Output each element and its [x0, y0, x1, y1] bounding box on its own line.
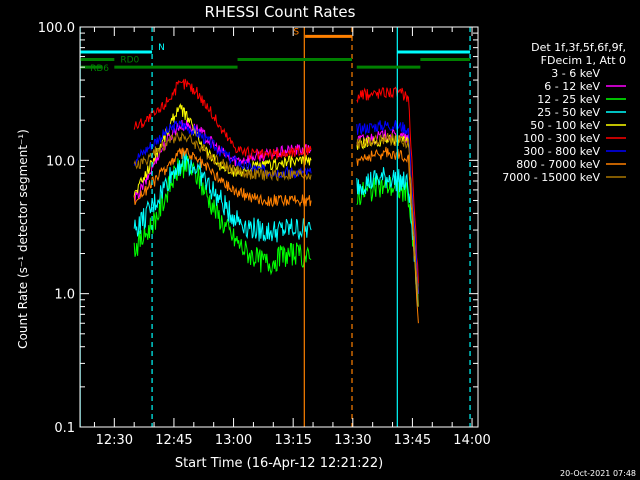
- legend-label-7000-15000-kev: 7000 - 15000 keV: [502, 171, 600, 184]
- series-line-100-300-kev: [133, 78, 419, 284]
- flag-label-n: N: [158, 43, 165, 53]
- x-tick-label: 13:30: [334, 433, 371, 448]
- x-tick-label: 13:15: [274, 433, 311, 448]
- x-tick-label: 12:30: [96, 433, 133, 448]
- axes: 0.1 1.0 10.0 100.0 12:30 12:45 13:00 13:15 13:30…: [38, 21, 491, 448]
- y-tick-label: 1.0: [54, 288, 75, 303]
- series-line-7000-15000-kev: [133, 131, 419, 307]
- timestamp: 20-Oct-2021 07:48: [560, 469, 636, 478]
- legend: Det 1f,3f,5f,6f,9f, FDecim 1, Att 0 3 - …: [502, 41, 626, 184]
- legend-label-300-800-kev: 300 - 800 keV: [523, 145, 600, 158]
- x-tick-label: 13:00: [215, 433, 252, 448]
- plot-frame: [79, 26, 479, 428]
- flag-label-s: S: [293, 27, 299, 37]
- series-line-25-50-kev: [133, 150, 419, 307]
- y-axis-label: Count Rate (s⁻¹ detector segment⁻¹): [16, 129, 30, 349]
- legend-label-3-6-kev: 3 - 6 keV: [551, 67, 600, 80]
- y-tick-label: 100.0: [38, 21, 75, 36]
- series-layer: [133, 78, 419, 324]
- legend-label-50-100-kev: 50 - 100 keV: [530, 119, 600, 132]
- x-tick-label: 13:45: [394, 433, 431, 448]
- legend-title-line-2: FDecim 1, Att 0: [541, 54, 626, 67]
- legend-label-100-300-kev: 100 - 300 keV: [523, 132, 600, 145]
- x-axis-label: Start Time (16-Apr-12 12:21:22): [175, 456, 383, 471]
- series-line-12-25-kev: [133, 153, 419, 307]
- series-line-300-800-kev: [133, 119, 419, 294]
- flag-layer: N S RD0 RD6: [80, 27, 471, 74]
- legend-title-line-1: Det 1f,3f,5f,6f,9f,: [531, 41, 626, 54]
- chart-title: RHESSI Count Rates: [205, 3, 356, 21]
- legend-label-800-7000-kev: 800 - 7000 keV: [516, 158, 600, 171]
- flag-label-rd0: RD0: [120, 56, 139, 66]
- series-line-800-7000-kev: [133, 146, 419, 324]
- legend-label-6-12-kev: 6 - 12 keV: [544, 80, 600, 93]
- y-tick-label: 0.1: [54, 421, 75, 436]
- x-tick-label: 12:45: [155, 433, 192, 448]
- legend-label-12-25-kev: 12 - 25 keV: [537, 93, 600, 106]
- legend-label-25-50-kev: 25 - 50 keV: [537, 106, 600, 119]
- x-tick-label: 14:00: [453, 433, 490, 448]
- y-tick-label: 10.0: [46, 154, 75, 169]
- flag-label-rd6: RD6: [90, 64, 109, 74]
